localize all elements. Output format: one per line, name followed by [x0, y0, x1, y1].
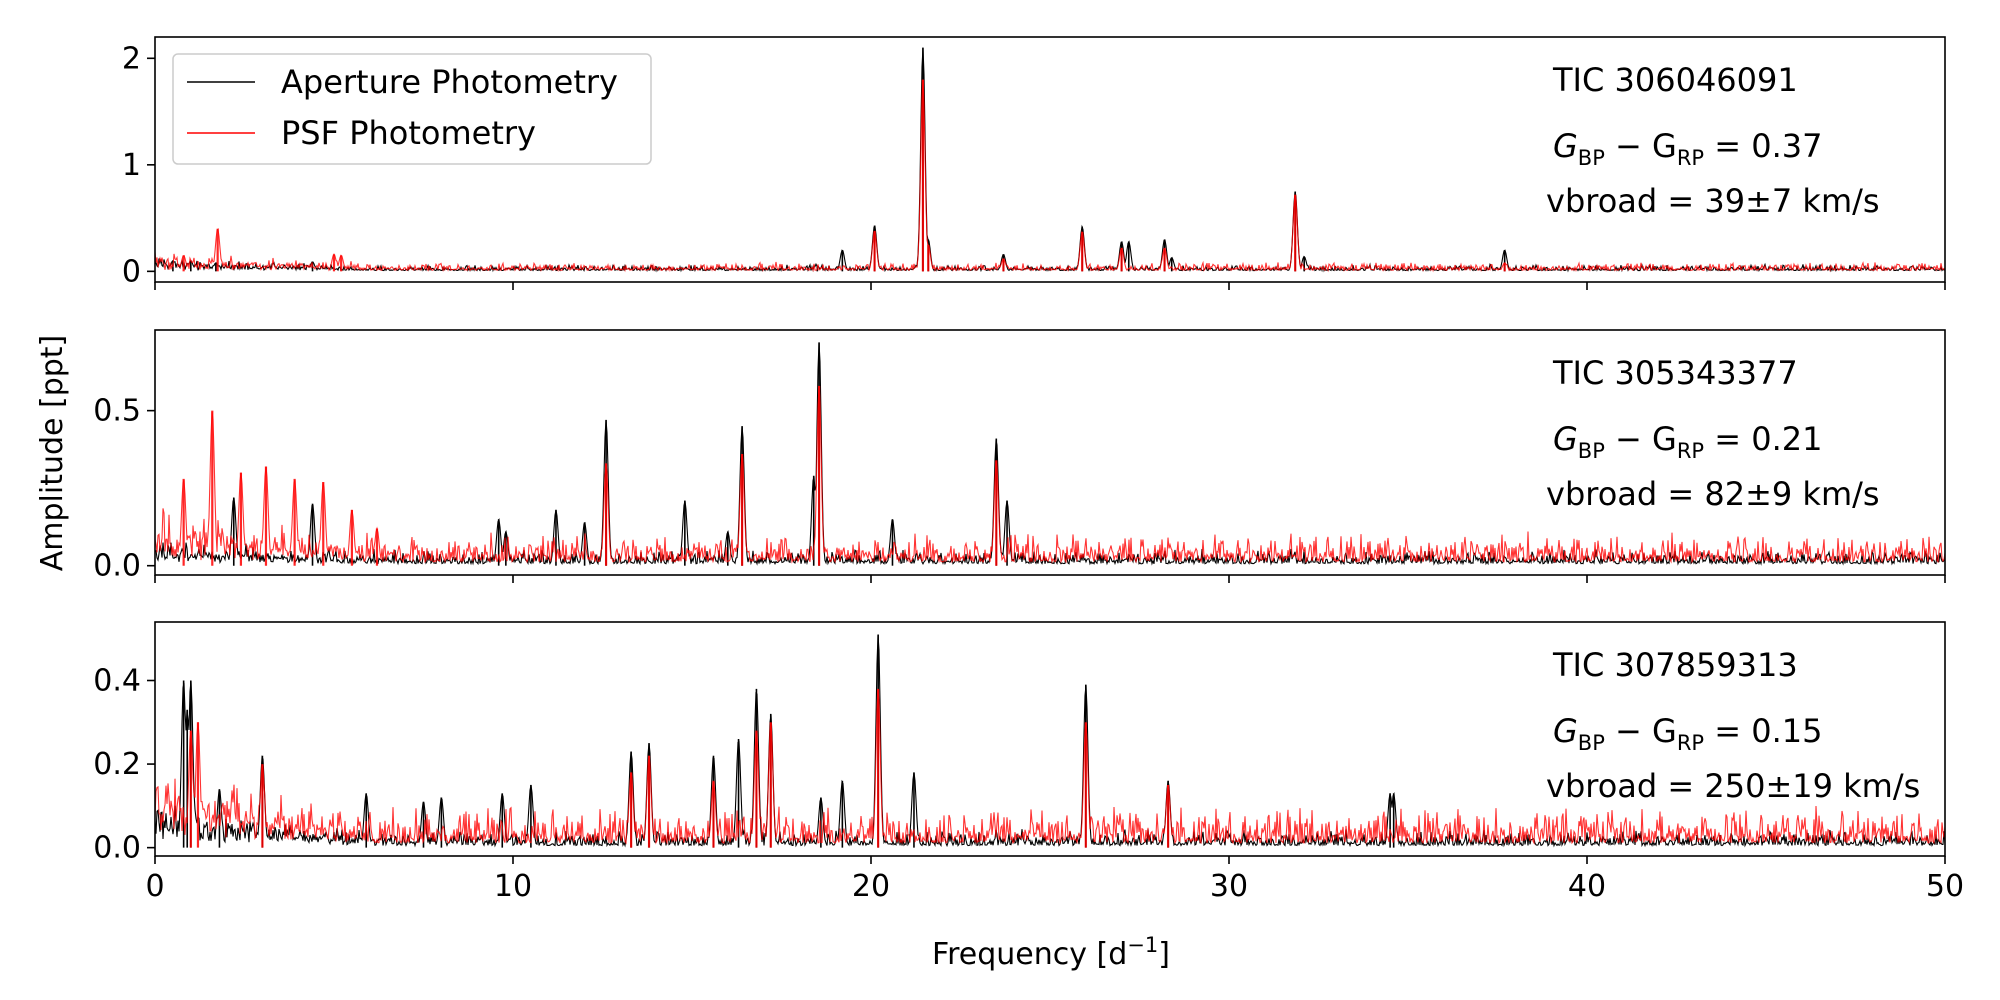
- vbroad-annotation: vbroad = 39±7 km/s: [1546, 182, 1880, 220]
- color-index-color-value: = 0.37: [1704, 127, 1822, 165]
- panel-frame: [154, 36, 1946, 283]
- color-index-color-label-mid: − G: [1605, 127, 1677, 165]
- legend-label-2: PSF Photometry: [281, 114, 536, 152]
- x-tick-label: 0: [145, 869, 164, 904]
- legend: Aperture Photometry PSF Photometry: [172, 53, 652, 165]
- color-index-annotation: GBP − GRP = 0.15: [1553, 712, 1823, 755]
- color-index-color-label-pre: G: [1553, 712, 1578, 750]
- x-axis-label: Frequency [d−1]: [932, 933, 1170, 972]
- color-index-color-value: = 0.21: [1704, 420, 1822, 458]
- x-tick-label: 40: [1568, 869, 1606, 904]
- y-tick-label: 0.4: [93, 664, 141, 699]
- vbroad-annotation: vbroad = 82±9 km/s: [1546, 475, 1880, 513]
- x-tick-label: 50: [1926, 869, 1964, 904]
- color-index-annotation: GBP − GRP = 0.37: [1553, 127, 1823, 170]
- color-index-annotation: GBP − GRP = 0.21: [1553, 420, 1823, 463]
- color-index-color-label-sub1: BP: [1578, 731, 1605, 755]
- star-id-annotation: TIC 307859313: [1552, 646, 1798, 684]
- color-index-color-label-mid: − G: [1605, 420, 1677, 458]
- color-index-color-label-mid: − G: [1605, 712, 1677, 750]
- panel-frame: [154, 621, 1946, 857]
- x-tick-label: 30: [1210, 869, 1248, 904]
- legend-box: [172, 53, 652, 165]
- color-index-color-label-sub2: RP: [1677, 439, 1704, 463]
- x-tick-label: 20: [852, 869, 890, 904]
- series-aperture-panel-3: [155, 635, 1945, 848]
- color-index-color-label-pre: G: [1553, 127, 1578, 165]
- y-tick-label: 0.5: [93, 394, 141, 429]
- star-id-annotation: TIC 305343377: [1552, 354, 1798, 392]
- x-tick-label: 10: [494, 869, 532, 904]
- color-index-color-label-sub2: RP: [1677, 146, 1704, 170]
- color-index-color-label-pre: G: [1553, 420, 1578, 458]
- y-tick-label: 0: [122, 254, 141, 289]
- star-id-annotation: TIC 306046091: [1552, 61, 1798, 99]
- color-index-color-label-sub2: RP: [1677, 731, 1704, 755]
- series-psf-panel-3: [155, 689, 1945, 845]
- y-tick-label: 1: [122, 148, 141, 183]
- panel-1: 0 1 2 TIC 306046091 GBP − GRP = 0.37 vbroad =…: [122, 36, 1946, 290]
- y-tick-label: 0.0: [93, 831, 141, 866]
- y-tick-label: 2: [122, 41, 141, 76]
- vbroad-annotation: vbroad = 250±19 km/s: [1546, 767, 1920, 805]
- y-tick-label: 0.2: [93, 747, 141, 782]
- color-index-color-value: = 0.15: [1704, 712, 1822, 750]
- panel-frame: [154, 329, 1946, 576]
- panel-3: 0.0 0.2 0.4 0 10 20 30 40 50 TIC 307859313 GBP − G…: [93, 621, 1964, 904]
- legend-label-1: Aperture Photometry: [281, 63, 618, 101]
- y-tick-label: 0.0: [93, 549, 141, 584]
- y-axis-label: Amplitude [ppt]: [35, 335, 70, 572]
- panel-2: 0.0 0.5 TIC 305343377 GBP − GRP = 0.21 vbroa…: [93, 329, 1946, 584]
- series-psf-panel-2: [155, 385, 1945, 564]
- color-index-color-label-sub1: BP: [1578, 146, 1605, 170]
- series-psf-panel-1: [155, 79, 1945, 273]
- color-index-color-label-sub1: BP: [1578, 439, 1605, 463]
